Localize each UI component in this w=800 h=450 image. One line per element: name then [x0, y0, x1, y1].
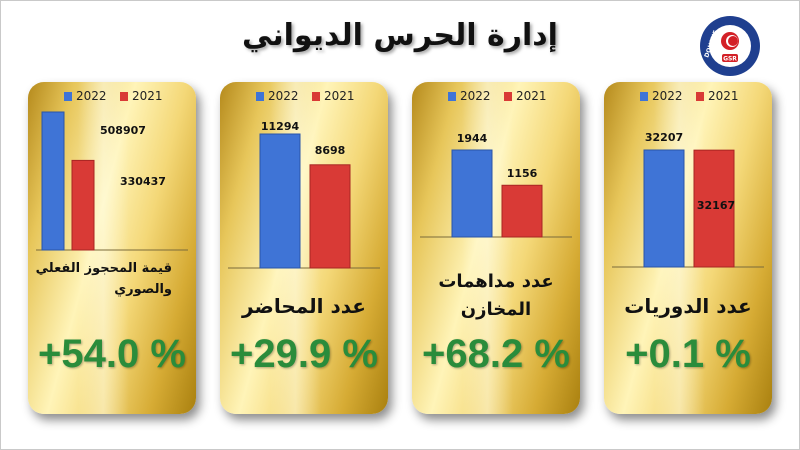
bar-2022	[643, 149, 685, 268]
legend-swatch-2022	[640, 92, 648, 101]
card-label: عدد الدوريات	[624, 294, 752, 318]
legend: 2022 2021	[604, 89, 772, 105]
legend-swatch-2022	[64, 92, 72, 101]
legend-swatch-2022	[448, 92, 456, 101]
data-label-2021: 330437	[120, 175, 166, 188]
percent-change: +54.0 %	[38, 332, 186, 376]
card-warehouse-raids: 2022 2021 1944 1156 عدد مداهمات المخازن …	[412, 82, 580, 414]
data-label-2021: 32167	[697, 199, 735, 212]
logo-text-bottom: GSR	[723, 56, 737, 63]
data-label-2022: 11294	[261, 120, 300, 133]
bar-2021	[693, 149, 735, 268]
card-label: قيمة المحجوز الفعلي والصوري	[35, 261, 172, 297]
percent-change: +68.2 %	[422, 332, 570, 376]
legend-label-2022: 2022	[652, 89, 683, 103]
legend: 2022 2021	[220, 89, 388, 105]
bar-chart: 32207 32167	[612, 131, 764, 268]
bar-2021	[309, 164, 351, 269]
legend: 2022 2021	[28, 89, 196, 105]
data-label-2021: 1156	[507, 167, 538, 180]
card-label: عدد المحاضر	[242, 294, 366, 318]
data-label-2022: 508907	[100, 124, 146, 137]
legend-swatch-2021	[504, 92, 512, 101]
legend-label-2021: 2021	[324, 89, 355, 103]
card-patrols: 2022 2021 32207 32167 عدد الدوريات +0.1 …	[604, 82, 772, 414]
legend-label-2022: 2022	[76, 89, 107, 103]
legend-label-2022: 2022	[268, 89, 299, 103]
bar-chart: 11294 8698	[228, 120, 380, 269]
legend-swatch-2021	[312, 92, 320, 101]
legend-label-2022: 2022	[460, 89, 491, 103]
legend-swatch-2021	[696, 92, 704, 101]
percent-change: +0.1 %	[625, 332, 751, 376]
percent-change: +29.9 %	[230, 332, 378, 376]
card-reports: 2022 2021 11294 8698 عدد المحاضر +29.9 %	[220, 82, 388, 414]
page-title: إدارة الحرس الديواني	[242, 18, 558, 53]
data-label-2022: 32207	[645, 131, 683, 144]
bar-chart: 1944 1156	[420, 132, 572, 238]
bar-2021	[71, 159, 95, 251]
bar-2022	[41, 111, 65, 251]
bar-chart: 508907 330437	[36, 111, 188, 251]
bar-2021	[501, 184, 543, 238]
legend-label-2021: 2021	[516, 89, 547, 103]
legend-swatch-2021	[120, 92, 128, 101]
legend: 2022 2021	[412, 89, 580, 105]
data-label-2022: 1944	[457, 132, 488, 145]
bar-2022	[451, 149, 493, 238]
card-seizure-value: 2022 2021 508907 330437 قيمة المحجوز الف…	[28, 82, 196, 414]
logo-badge	[722, 54, 738, 62]
legend-label-2021: 2021	[708, 89, 739, 103]
legend-swatch-2022	[256, 92, 264, 101]
data-label-2021: 8698	[315, 144, 346, 157]
bar-2022	[259, 133, 301, 269]
customs-logo: GSR DOUANE	[700, 16, 760, 76]
legend-label-2021: 2021	[132, 89, 163, 103]
card-label: عدد مداهمات المخازن	[438, 271, 554, 320]
